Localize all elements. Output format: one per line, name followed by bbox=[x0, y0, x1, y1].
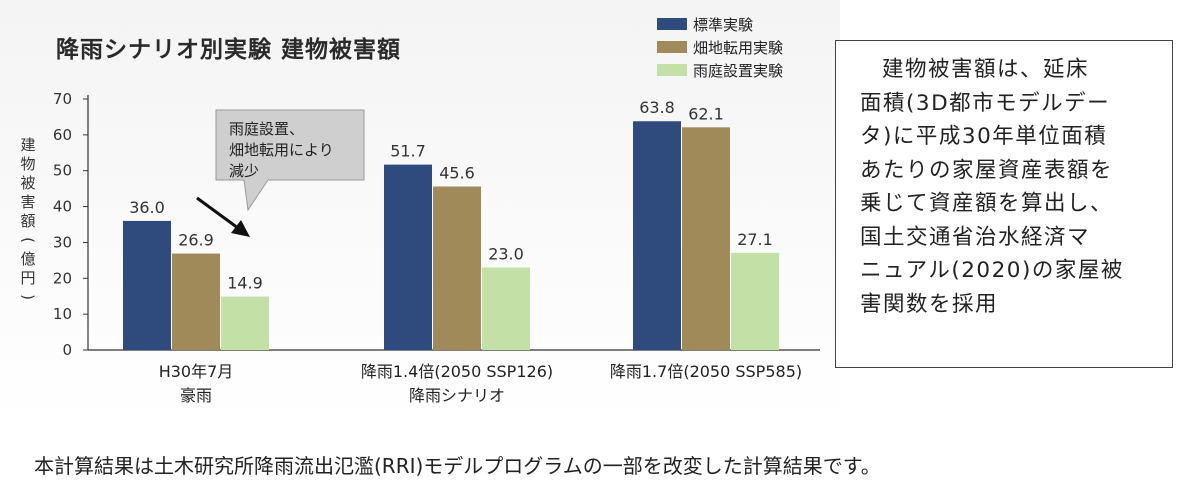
bar-0-1 bbox=[384, 165, 432, 350]
y-tick-label: 30 bbox=[53, 233, 72, 251]
note-line: タ)に平成30年単位面積 bbox=[860, 120, 1158, 154]
legend-swatch-1 bbox=[657, 41, 687, 53]
data-label: 27.1 bbox=[737, 230, 773, 249]
annotation-line: 減少 bbox=[229, 162, 259, 180]
bar-chart: 0 10 20 30 40 50 60 70 建物被害額 ( 億円) 36.0 51.7 63.8 26.9… bbox=[0, 0, 840, 425]
note-line: 面積(3D都市モデルデー bbox=[860, 87, 1158, 121]
annotation-line: 畑地転用により bbox=[229, 141, 334, 159]
y-tick-label: 0 bbox=[62, 341, 72, 359]
y-tick-label: 10 bbox=[53, 305, 72, 323]
y-axis-label-char: 額 bbox=[20, 212, 35, 230]
y-tick-label: 40 bbox=[53, 198, 72, 216]
bar-2-1 bbox=[482, 268, 530, 350]
bar-1-2 bbox=[682, 127, 730, 350]
y-axis-label-char: 建 bbox=[20, 136, 35, 154]
data-label: 26.9 bbox=[178, 231, 214, 250]
legend-swatch-0 bbox=[657, 18, 687, 30]
y-tick-label: 20 bbox=[53, 269, 72, 287]
legend-swatch-2 bbox=[657, 64, 687, 76]
bar-0-0 bbox=[123, 221, 171, 350]
legend-label-0: 標準実験 bbox=[693, 16, 753, 34]
annotation-arrow-head bbox=[231, 220, 250, 237]
data-label: 23.0 bbox=[488, 245, 524, 264]
note-line: あたりの家屋資産表額を bbox=[860, 154, 1158, 188]
y-tick-label: 60 bbox=[53, 126, 72, 144]
note-line: 乗じて資産額を算出し、 bbox=[860, 187, 1158, 221]
note-line: 害関数を採用 bbox=[860, 288, 1158, 322]
y-axis-label-char: ) bbox=[19, 294, 37, 300]
data-label: 45.6 bbox=[439, 163, 475, 182]
bar-2-0 bbox=[221, 297, 269, 350]
category-label: H30年7月 bbox=[159, 362, 234, 381]
y-axis-label-char: 害 bbox=[20, 193, 35, 211]
y-tick-label: 70 bbox=[53, 90, 72, 108]
chart-panel: 降雨シナリオ別実験 建物被害額 0 10 20 30 40 50 60 70 建物被害額(億円)… bbox=[0, 0, 840, 425]
category-label: 降雨1.7倍(2050 SSP585) bbox=[610, 362, 802, 381]
note-line: ニュアル(2020)の家屋被 bbox=[860, 254, 1158, 288]
legend-label-1: 畑地転用実験 bbox=[693, 39, 783, 57]
data-label: 14.9 bbox=[227, 274, 263, 293]
y-axis-label-char: 物 bbox=[20, 155, 35, 173]
y-axis-label-char: ( bbox=[19, 237, 37, 243]
note-line: 国土交通省治水経済マ bbox=[860, 221, 1158, 255]
footnote: 本計算結果は土木研究所降雨流出氾濫(RRI)モデルプログラムの一部を改変した計算… bbox=[34, 450, 881, 479]
category-label: 降雨1.4倍(2050 SSP126) bbox=[361, 362, 553, 381]
data-label: 36.0 bbox=[129, 198, 165, 217]
data-label: 63.8 bbox=[639, 98, 675, 117]
bar-0-2 bbox=[633, 121, 681, 350]
note-box: 建物被害額は、延床 面積(3D都市モデルデー タ)に平成30年単位面積 あたりの… bbox=[835, 40, 1173, 368]
annotation-line: 雨庭設置、 bbox=[229, 120, 304, 138]
category-label: 豪雨 bbox=[180, 386, 212, 405]
data-label: 51.7 bbox=[390, 142, 426, 161]
note-line: 建物被害額は、延床 bbox=[860, 53, 1158, 87]
bar-1-0 bbox=[172, 254, 220, 350]
bar-2-2 bbox=[731, 253, 779, 350]
x-axis-label: 降雨シナリオ bbox=[409, 386, 505, 405]
y-axis-label-char: 円 bbox=[20, 269, 35, 287]
y-axis-label-char: 被 bbox=[20, 174, 35, 192]
legend-label-2: 雨庭設置実験 bbox=[693, 62, 783, 80]
data-label: 62.1 bbox=[688, 104, 724, 123]
annotation-arrow-shaft bbox=[197, 198, 238, 228]
y-tick-label: 50 bbox=[53, 162, 72, 180]
y-axis-label-char: 億 bbox=[20, 250, 35, 268]
bar-1-1 bbox=[433, 186, 481, 350]
